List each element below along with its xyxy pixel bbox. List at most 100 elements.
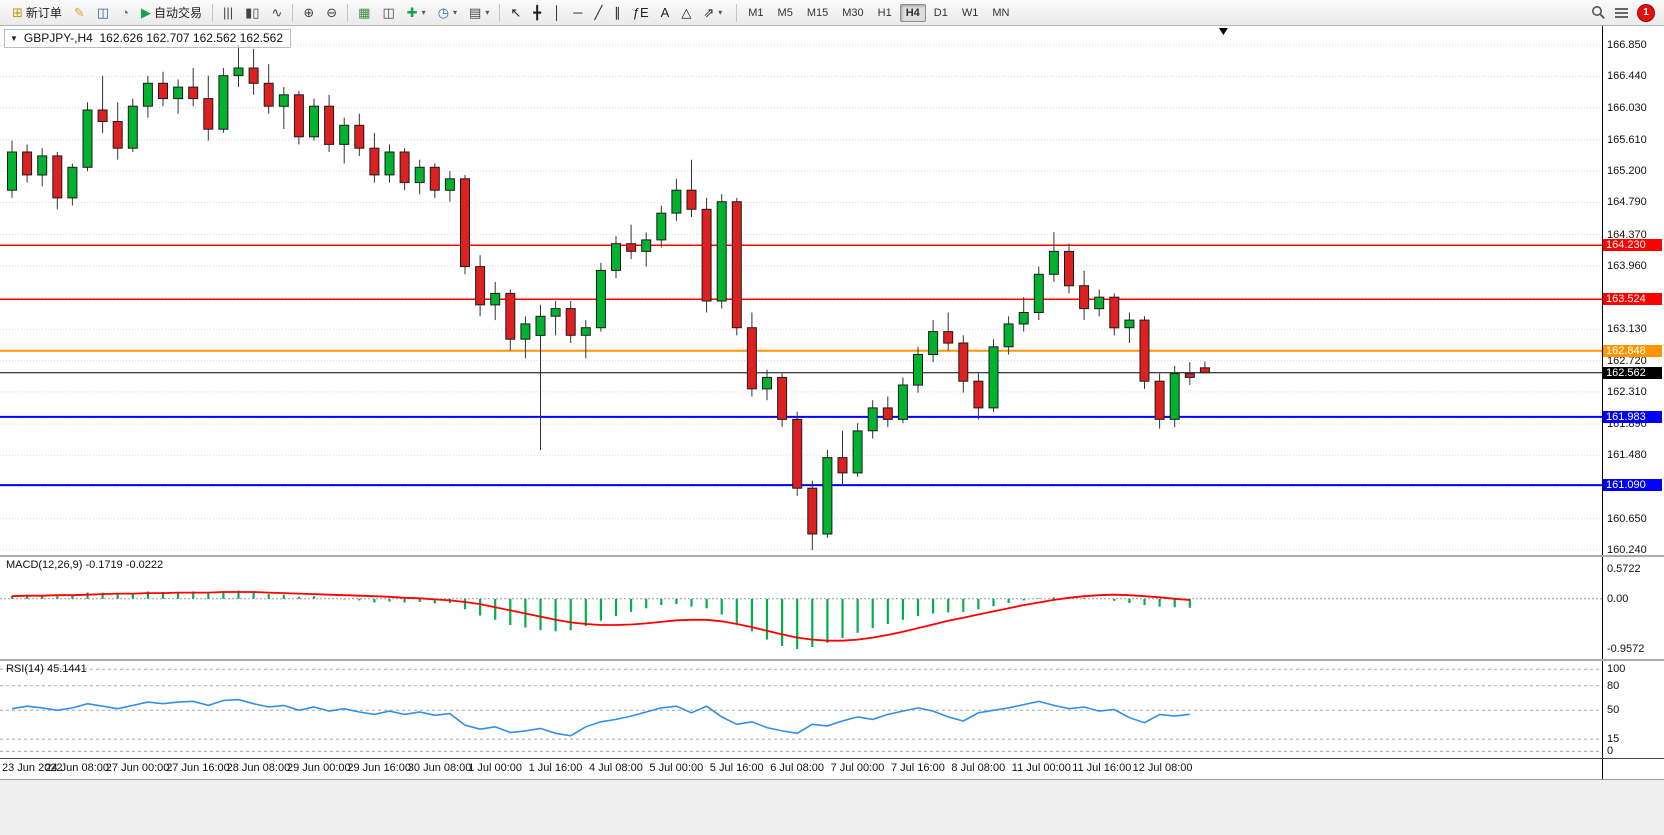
time-label: 7 Jul 16:00 [891, 762, 945, 774]
candles-svg [0, 28, 1602, 551]
bar-chart-button[interactable]: ||| [218, 4, 238, 21]
macd-axis[interactable]: 0.5722 0.00 -0.9572 [1602, 557, 1664, 659]
navigator-button[interactable]: ◔ [116, 4, 134, 21]
time-label: 30 Jun 08:00 [407, 762, 472, 774]
cursor-button[interactable]: ↖ [505, 4, 526, 21]
macd-scale-label: 0.5722 [1607, 562, 1641, 575]
indicator-plus-icon: ✚ [406, 5, 418, 20]
vertical-line-button[interactable]: │ [548, 4, 566, 21]
rsi-scale-label: 0 [1607, 745, 1614, 758]
pencil-icon: ✎ [73, 5, 85, 20]
macd-plot[interactable]: MACD(12,26,9) -0.1719 -0.0222 [0, 557, 1602, 659]
arrow-icon: ⇗ [703, 5, 715, 20]
periods-button[interactable]: ◷ ▾ [433, 4, 462, 21]
price-label: 163.960 [1607, 259, 1647, 272]
current-price-line-badge: 162.562 [1603, 366, 1662, 379]
clock-icon: ◷ [437, 5, 450, 20]
resistance-line-1-badge: 164.230 [1603, 239, 1662, 252]
line-chart-button[interactable]: ∿ [266, 4, 287, 21]
collapse-icon[interactable]: ▼ [10, 33, 18, 43]
new-order-icon: ⊞ [12, 5, 23, 20]
rsi-svg [0, 668, 1602, 752]
rsi-label: RSI(14) 45.1441 [6, 663, 87, 675]
market-watch-icon: ◫ [96, 5, 110, 20]
template-icon: ▤ [469, 5, 482, 20]
trendline-button[interactable]: ╱ [589, 4, 607, 21]
time-scale[interactable]: 23 Jun 2022 24 Jun 08:00 27 Jun 00:00 27 Ju… [0, 759, 1602, 779]
channel-button[interactable]: ∥ [609, 4, 626, 21]
timeframe-w1-button[interactable]: W1 [961, 6, 979, 19]
indicators-button[interactable]: ✚ ▾ [402, 4, 431, 21]
price-label: 166.440 [1607, 70, 1647, 83]
timeframe-mn-button[interactable]: MN [992, 6, 1010, 19]
chevron-down-icon: ▾ [718, 8, 723, 17]
cascade-windows-button[interactable]: ◫ [377, 4, 399, 21]
toolbar-groups: ⊞ 新订单 ✎ ◫ ◔ ▶ 自动交易 ||| ▮▯ ∿ ⊕ ⊖ ▦ ◫ ✚ ▾ ◷ ▾ ▤ ▾ ↖ ╋ │ ─ ╱ ∥ ƒE A △ ⇗ ▾ [6, 2, 728, 23]
symbol-title-text: GBPJPY-,H4 162.626 162.707 162.562 162.5… [23, 31, 284, 45]
zoom-in-icon: ⊕ [303, 5, 315, 20]
toolbar: ⊞ 新订单 ✎ ◫ ◔ ▶ 自动交易 ||| ▮▯ ∿ ⊕ ⊖ ▦ ◫ ✚ ▾ ◷ ▾ ▤ ▾ ↖ ╋ │ ─ ╱ ∥ ƒE A △ ⇗ ▾… [0, 0, 1664, 26]
fibonacci-button[interactable]: ƒE [628, 4, 654, 21]
arrows-button[interactable]: ⇗ ▾ [698, 4, 727, 21]
price-label: 163.130 [1607, 323, 1647, 336]
new-order-button[interactable]: ⊞ 新订单 [7, 2, 67, 23]
time-label: 29 Jun 00:00 [287, 762, 351, 774]
time-label: 1 Jul 00:00 [468, 762, 523, 774]
notification-badge[interactable]: 1 [1637, 3, 1655, 22]
resistance-line-2-badge: 163.524 [1603, 293, 1662, 306]
main-panel: ▼ GBPJPY-,H4 162.626 162.707 162.562 162… [0, 26, 1664, 557]
tile-windows-button[interactable]: ▦ [353, 4, 375, 21]
time-axis-corner [1602, 759, 1664, 779]
search-icon[interactable] [1591, 5, 1606, 20]
trendline-icon: ╱ [594, 5, 603, 20]
cursor-icon: ↖ [510, 5, 522, 20]
pivot-line-badge: 162.848 [1603, 344, 1662, 357]
time-axis[interactable]: 23 Jun 2022 24 Jun 08:00 27 Jun 00:00 27 Ju… [0, 759, 1664, 779]
macd-scale-label: -0.9572 [1607, 642, 1645, 655]
timeframe-h1-button[interactable]: H1 [877, 6, 892, 19]
bar-chart-icon: ||| [223, 5, 234, 20]
shapes-icon: △ [681, 5, 692, 20]
rsi-plot[interactable]: RSI(14) 45.1441 [0, 661, 1602, 758]
templates-button[interactable]: ▤ ▾ [464, 4, 494, 21]
timeframe-d1-button[interactable]: D1 [933, 6, 948, 19]
price-label: 162.310 [1607, 385, 1647, 398]
timeframe-m30-button[interactable]: M30 [842, 6, 864, 19]
new-order-button-label: 新订单 [25, 6, 62, 20]
horizontal-line-button[interactable]: ─ [568, 4, 587, 21]
toolbar-separator [212, 3, 213, 22]
price-label: 162.720 [1607, 354, 1647, 367]
auto-trading-button-label: 自动交易 [153, 6, 202, 20]
shapes-button[interactable]: △ [676, 4, 696, 21]
timeframe-m1-button[interactable]: M1 [748, 6, 764, 19]
zoom-out-icon: ⊖ [326, 5, 338, 20]
metaeditor-button[interactable]: ✎ [69, 4, 90, 21]
vertical-line-icon: │ [553, 5, 562, 20]
price-label: 161.480 [1607, 449, 1647, 462]
time-label: 6 Jul 08:00 [770, 762, 825, 774]
zoom-out-button[interactable]: ⊖ [321, 4, 342, 21]
menu-icon[interactable] [1615, 7, 1628, 18]
time-label: 8 Jul 08:00 [951, 762, 1006, 774]
price-label: 165.200 [1607, 165, 1647, 178]
rsi-axis[interactable]: 100 80 50 15 0 [1602, 661, 1664, 758]
zoom-in-button[interactable]: ⊕ [298, 4, 319, 21]
price-label: 166.030 [1607, 101, 1647, 114]
text-icon: A [660, 5, 670, 20]
market-watch-button[interactable]: ◫ [92, 4, 114, 21]
macd-scale-label: 0.00 [1607, 592, 1629, 605]
candlestick-plot[interactable]: ▼ GBPJPY-,H4 162.626 162.707 162.562 162… [0, 26, 1602, 555]
candle-chart-button[interactable]: ▮▯ [240, 4, 264, 21]
auto-trading-button[interactable]: ▶ 自动交易 [136, 2, 207, 23]
timeframe-m5-button[interactable]: M5 [777, 6, 793, 19]
price-label: 164.790 [1607, 196, 1647, 209]
time-label: 1 Jul 16:00 [528, 762, 583, 774]
macd-svg [0, 590, 1602, 650]
price-axis[interactable]: 166.850 166.440 166.030 165.610 165.200 164.7… [1602, 26, 1664, 556]
timeframe-h4-button[interactable]: H4 [899, 3, 926, 22]
timeframe-m15-button[interactable]: M15 [806, 6, 829, 19]
text-button[interactable]: A [656, 4, 675, 21]
toolbar-separator [499, 3, 501, 22]
crosshair-button[interactable]: ╋ [528, 4, 546, 21]
rsi-scale-label: 80 [1607, 679, 1620, 692]
